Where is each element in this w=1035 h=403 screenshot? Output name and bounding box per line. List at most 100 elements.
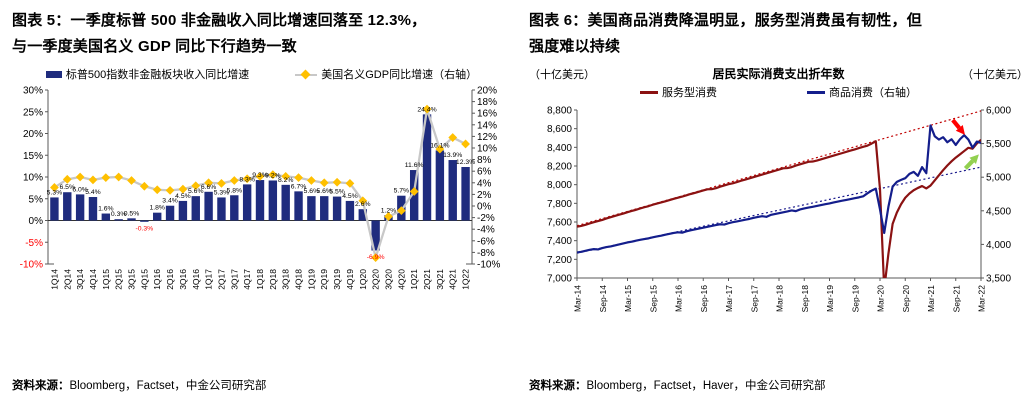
svg-text:1.6%: 1.6%: [98, 206, 114, 213]
svg-text:2Q14: 2Q14: [62, 269, 72, 290]
source-text: Bloomberg，Factset，中金公司研究部: [69, 380, 267, 392]
svg-text:1Q14: 1Q14: [49, 269, 59, 290]
figure6-chart-heading: 居民实际消费支出折年数: [712, 67, 845, 81]
svg-text:8,600: 8,600: [547, 124, 572, 135]
svg-text:7,400: 7,400: [547, 236, 572, 247]
svg-text:4Q19: 4Q19: [345, 269, 355, 290]
svg-text:Mar-22: Mar-22: [977, 285, 987, 312]
svg-text:Sep-16: Sep-16: [699, 285, 709, 313]
svg-text:4Q16: 4Q16: [191, 269, 201, 290]
svg-text:25%: 25%: [23, 107, 43, 118]
svg-text:1Q17: 1Q17: [204, 269, 214, 290]
figure5-title-line2: 与一季度美国名义 GDP 同比下行趋势一致: [12, 38, 297, 55]
svg-text:16.1%: 16.1%: [430, 142, 449, 149]
svg-text:-8%: -8%: [477, 248, 495, 259]
svg-text:4,500: 4,500: [986, 206, 1011, 217]
svg-text:20%: 20%: [23, 129, 43, 140]
svg-text:1.2%: 1.2%: [381, 207, 397, 214]
svg-text:5.5%: 5.5%: [329, 189, 345, 196]
svg-text:8.2%: 8.2%: [278, 177, 294, 184]
svg-text:-5%: -5%: [25, 238, 43, 249]
figure6-chart: 8,800 8,600 8,400 8,200 8,000 7,800 7,600 7,400…: [547, 106, 1011, 313]
svg-text:Sep-20: Sep-20: [901, 285, 911, 313]
legend-item-sp500-revenue: 标普500指数非金融板块收入同比增速: [45, 66, 250, 82]
figure6-source: 资料来源：Bloomberg，Factset，Haver，中金公司研究部: [529, 377, 1028, 395]
svg-text:7,000: 7,000: [547, 274, 572, 285]
diamond-line-swatch-icon: [295, 69, 318, 79]
figure6-title-line2: 强度难以持续: [529, 38, 621, 55]
legend-label-gdp: 美国名义GDP同比增速（右轴）: [321, 69, 478, 81]
svg-text:0.3%: 0.3%: [111, 211, 127, 218]
svg-text:10%: 10%: [23, 173, 43, 184]
svg-text:13.9%: 13.9%: [443, 152, 462, 159]
svg-text:5.3%: 5.3%: [214, 189, 230, 196]
svg-text:7,200: 7,200: [547, 255, 572, 266]
figure5-chart: 30%25%20%15%10%5%0%-5%-10%20%18%16%14%12…: [20, 86, 501, 290]
svg-text:4.5%: 4.5%: [175, 193, 191, 200]
svg-text:-2%: -2%: [477, 213, 495, 224]
svg-text:9.3%: 9.3%: [252, 172, 268, 179]
source-label: 资料来源：: [12, 380, 70, 392]
svg-text:3Q18: 3Q18: [281, 269, 291, 290]
svg-text:3Q19: 3Q19: [332, 269, 342, 290]
svg-text:-10%: -10%: [20, 260, 43, 271]
svg-text:5.8%: 5.8%: [227, 187, 243, 194]
svg-text:6.6%: 6.6%: [201, 184, 217, 191]
svg-text:4Q14: 4Q14: [88, 269, 98, 290]
svg-text:11.6%: 11.6%: [405, 162, 424, 169]
svg-text:8,000: 8,000: [547, 180, 572, 191]
svg-text:Sep-18: Sep-18: [800, 285, 810, 313]
svg-text:5.6%: 5.6%: [304, 188, 320, 195]
svg-text:8,200: 8,200: [547, 162, 572, 173]
legend-item-services: 服务型消费: [640, 84, 717, 100]
svg-text:-0.3%: -0.3%: [135, 225, 153, 232]
svg-text:4Q20: 4Q20: [396, 269, 406, 290]
figure6-title-line1: 图表 6：美国商品消费降温明显，服务型消费虽有韧性，但: [529, 12, 922, 29]
legend-label-sp500-revenue: 标普500指数非金融板块收入同比增速: [65, 69, 250, 81]
svg-text:7,800: 7,800: [547, 199, 572, 210]
svg-text:2Q15: 2Q15: [114, 269, 124, 290]
svg-text:2.6%: 2.6%: [355, 201, 371, 208]
svg-text:0%: 0%: [29, 216, 44, 227]
svg-text:3Q17: 3Q17: [229, 269, 239, 290]
svg-text:-4%: -4%: [477, 225, 495, 236]
svg-text:Sep-19: Sep-19: [850, 285, 860, 313]
svg-text:8.3%: 8.3%: [239, 176, 255, 183]
svg-text:24.4%: 24.4%: [417, 106, 436, 113]
svg-text:1Q16: 1Q16: [152, 269, 162, 290]
svg-text:3Q20: 3Q20: [383, 269, 393, 290]
svg-text:-10%: -10%: [477, 260, 500, 271]
svg-text:2Q19: 2Q19: [319, 269, 329, 290]
svg-text:0%: 0%: [477, 202, 492, 213]
svg-text:12%: 12%: [477, 132, 497, 143]
svg-text:6.5%: 6.5%: [60, 184, 76, 191]
svg-text:4Q18: 4Q18: [294, 269, 304, 290]
svg-text:7,600: 7,600: [547, 218, 572, 229]
figure6-axis-units: （十亿美元） 居民实际消费支出折年数 （十亿美元）: [529, 65, 1028, 82]
svg-text:5,500: 5,500: [986, 139, 1011, 150]
legend-item-goods: 商品消费（右轴）: [807, 84, 917, 100]
goods-line-swatch-icon: [807, 90, 825, 94]
svg-text:Mar-15: Mar-15: [623, 285, 633, 312]
svg-text:8,800: 8,800: [547, 106, 572, 117]
svg-text:15%: 15%: [23, 151, 43, 162]
svg-text:3Q16: 3Q16: [178, 269, 188, 290]
svg-text:1Q21: 1Q21: [409, 269, 419, 290]
right-axis-unit: （十亿美元）: [961, 69, 1028, 81]
svg-text:1.8%: 1.8%: [149, 205, 165, 212]
svg-text:Mar-17: Mar-17: [724, 285, 734, 312]
svg-text:6.0%: 6.0%: [72, 186, 88, 193]
svg-text:1Q22: 1Q22: [461, 269, 471, 290]
svg-text:Sep-17: Sep-17: [749, 285, 759, 313]
svg-text:8%: 8%: [477, 155, 492, 166]
svg-text:4Q17: 4Q17: [242, 269, 252, 290]
svg-text:-6.9%: -6.9%: [367, 254, 385, 261]
svg-text:5.7%: 5.7%: [394, 188, 410, 195]
svg-text:30%: 30%: [23, 86, 43, 97]
svg-text:Mar-18: Mar-18: [775, 285, 785, 312]
svg-text:2Q16: 2Q16: [165, 269, 175, 290]
svg-text:3Q14: 3Q14: [75, 269, 85, 290]
svg-text:5.3%: 5.3%: [47, 189, 63, 196]
figure5-source: 资料来源：Bloomberg，Factset，中金公司研究部: [12, 377, 511, 395]
svg-text:Mar-16: Mar-16: [674, 285, 684, 312]
